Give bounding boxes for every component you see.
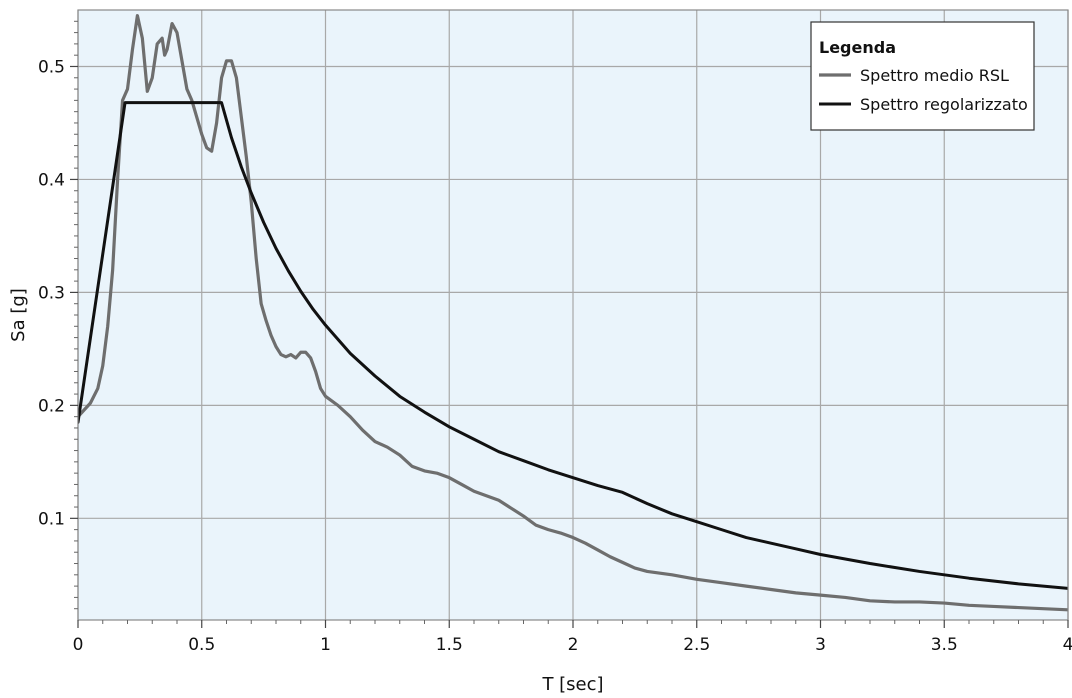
y-axis-title: Sa [g] <box>8 288 29 342</box>
x-tick-label-2: 1 <box>320 635 331 655</box>
y-tick-label-2: 0.3 <box>38 283 65 303</box>
x-axis-title: T [sec] <box>541 674 603 695</box>
x-tick-label-1: 0.5 <box>188 635 215 655</box>
x-tick-label-4: 2 <box>568 635 579 655</box>
y-tick-label-1: 0.2 <box>38 396 65 416</box>
legend-title: Legenda <box>819 38 896 57</box>
y-tick-label-3: 0.4 <box>38 170 65 190</box>
series-line-spettro-medio-rsl <box>78 14 1068 612</box>
legend-label-0: Spettro medio RSL <box>860 66 1009 85</box>
x-tick-label-6: 3 <box>815 635 826 655</box>
x-tick-label-5: 2.5 <box>683 635 710 655</box>
series-line-spettro-regolarizzato <box>78 101 1068 590</box>
x-tick-label-8: 4 <box>1063 635 1072 655</box>
y-tick-label-4: 0.5 <box>38 57 65 77</box>
x-tick-label-7: 3.5 <box>931 635 958 655</box>
x-tick-label-0: 0 <box>73 635 84 655</box>
y-tick-label-0: 0.1 <box>38 509 65 529</box>
axis-layer: 0 0.5 1 1.5 2 2.5 3 3.5 4 0.1 0.2 0.3 0.4 0.5 <box>38 20 1072 655</box>
legend-label-1: Spettro regolarizzato <box>860 95 1028 114</box>
legend: Legenda Spettro medio RSL Spettro regolari… <box>810 21 1035 131</box>
x-tick-label-3: 1.5 <box>436 635 463 655</box>
series-layer <box>78 14 1068 612</box>
